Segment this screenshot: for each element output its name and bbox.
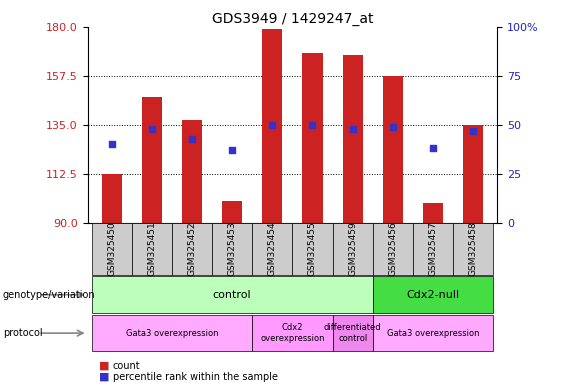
Text: Cdx2-null: Cdx2-null [406, 290, 459, 300]
Text: ■: ■ [99, 372, 110, 382]
Text: percentile rank within the sample: percentile rank within the sample [113, 372, 278, 382]
Bar [92, 223, 132, 275]
Bar [262, 29, 282, 223]
Text: GSM325452: GSM325452 [188, 221, 197, 276]
Bar [342, 55, 363, 223]
Text: Gata3 overexpression: Gata3 overexpression [386, 329, 479, 338]
Text: GSM325459: GSM325459 [348, 221, 357, 276]
Text: GSM325455: GSM325455 [308, 221, 317, 276]
Bar [383, 76, 403, 223]
Bar [92, 315, 252, 351]
Point [188, 136, 197, 142]
Bar [92, 276, 373, 313]
Bar [293, 223, 333, 275]
Text: GSM325456: GSM325456 [388, 221, 397, 276]
Point [428, 145, 437, 151]
Bar [463, 125, 483, 223]
Point [268, 122, 277, 128]
Point [348, 126, 357, 132]
Bar [333, 315, 373, 351]
Bar [212, 223, 252, 275]
Text: GSM325454: GSM325454 [268, 221, 277, 276]
Text: ■: ■ [99, 361, 110, 371]
Text: GSM325450: GSM325450 [107, 221, 116, 276]
Point [388, 124, 397, 130]
Bar [373, 276, 493, 313]
Text: protocol: protocol [3, 328, 42, 338]
Text: genotype/variation: genotype/variation [3, 290, 95, 300]
Text: count: count [113, 361, 141, 371]
Text: GSM325457: GSM325457 [428, 221, 437, 276]
Bar [252, 315, 333, 351]
Bar [453, 223, 493, 275]
Bar [302, 53, 323, 223]
Bar [252, 223, 293, 275]
Bar [423, 203, 443, 223]
Bar [413, 223, 453, 275]
Point [147, 126, 157, 132]
Text: GSM325451: GSM325451 [147, 221, 157, 276]
Text: Gata3 overexpression: Gata3 overexpression [125, 329, 218, 338]
Bar [102, 174, 121, 223]
Text: GSM325453: GSM325453 [228, 221, 237, 276]
Point [308, 122, 317, 128]
Bar [132, 223, 172, 275]
Bar [333, 223, 373, 275]
Text: Cdx2
overexpression: Cdx2 overexpression [260, 323, 325, 343]
Bar [142, 96, 162, 223]
Bar [373, 223, 413, 275]
Text: control: control [213, 290, 251, 300]
Bar [172, 223, 212, 275]
Point [468, 127, 477, 134]
Title: GDS3949 / 1429247_at: GDS3949 / 1429247_at [212, 12, 373, 26]
Text: differentiated
control: differentiated control [324, 323, 381, 343]
Bar [373, 315, 493, 351]
Point [107, 141, 116, 147]
Bar [182, 121, 202, 223]
Point [228, 147, 237, 153]
Bar [222, 201, 242, 223]
Text: GSM325458: GSM325458 [468, 221, 477, 276]
